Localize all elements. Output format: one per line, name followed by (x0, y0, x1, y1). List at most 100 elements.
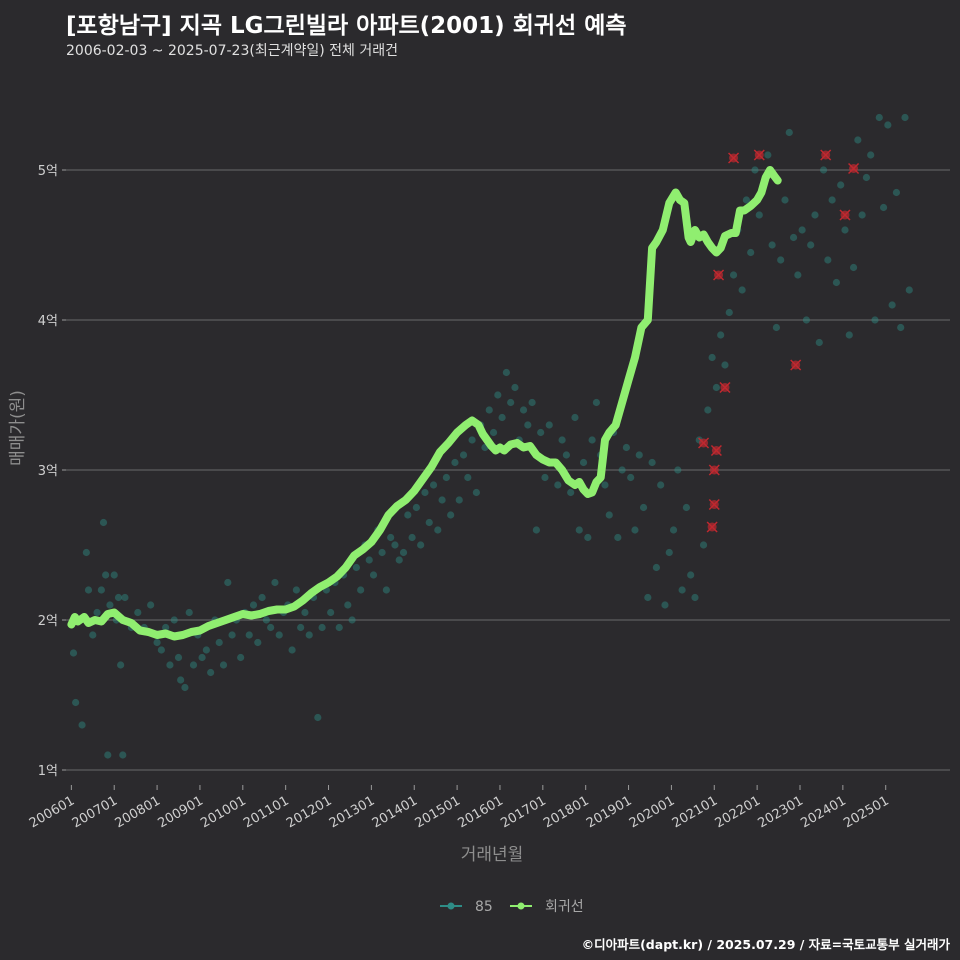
scatter-point (421, 488, 429, 497)
scatter-point (224, 578, 232, 587)
x-tick-label: 200901 (155, 793, 205, 831)
scatter-point (884, 121, 892, 129)
scatter-point (849, 263, 858, 272)
scatter-point (875, 113, 883, 122)
highlight-marker (820, 149, 832, 161)
scatter-point (738, 286, 746, 294)
x-tick-label: 200801 (113, 793, 163, 831)
x-tick-label: 201101 (241, 793, 291, 831)
scatter-point (622, 443, 631, 452)
scatter-point (314, 713, 322, 722)
scatter-point (867, 151, 875, 159)
y-tick-label: 2억 (38, 614, 58, 629)
scatter-point (639, 503, 648, 512)
scatter-point (777, 256, 785, 264)
x-tick-label: 202301 (755, 793, 805, 831)
scatter-point (348, 616, 356, 624)
scatter-point (592, 398, 601, 407)
scatter-point (442, 473, 450, 482)
x-tick-label: 201701 (498, 793, 548, 831)
scatter-point (841, 226, 849, 234)
scatter-point (69, 649, 78, 657)
scatter-point (72, 698, 80, 707)
scatter-point (562, 451, 570, 459)
scatter-point (447, 511, 455, 519)
scatter-point (858, 211, 866, 219)
scatter-point (258, 593, 266, 602)
scatter-point (511, 383, 519, 392)
legend: 85 회귀선 (440, 899, 584, 915)
scatter-point (571, 413, 579, 422)
highlight-marker (706, 521, 718, 533)
scatter-point (327, 608, 335, 617)
scatter-point (541, 473, 549, 482)
scatter-point (605, 511, 613, 519)
scatter-point (84, 586, 93, 594)
scatter-point (721, 361, 729, 369)
scatter-point (789, 233, 798, 242)
scatter-point (399, 548, 408, 557)
scatter-point (219, 661, 228, 669)
scatter-point (545, 421, 553, 429)
scatter-point (166, 661, 174, 669)
scatter-point (729, 271, 738, 279)
scatter-point (558, 436, 566, 444)
scatter-point (174, 653, 183, 662)
scatter-point (102, 571, 110, 579)
scatter-point (89, 631, 97, 639)
scatter-point (121, 593, 129, 602)
scatter-point (661, 601, 669, 609)
scatter-point (862, 173, 871, 182)
scatter-point (824, 256, 832, 264)
scatter-point (434, 526, 442, 534)
scatter-point (665, 548, 673, 557)
scatter-point (271, 578, 279, 587)
scatter-point (879, 203, 888, 212)
scatter-point (352, 563, 360, 572)
x-tick-label: 202401 (798, 793, 848, 831)
chart-title: [포항남구] 지곡 LG그린빌라 아파트(2001) 회귀선 예측 (66, 13, 627, 39)
legend-label-85: 85 (475, 899, 493, 915)
highlight-marker (713, 269, 725, 281)
scatter-point (382, 586, 390, 594)
scatter-point (489, 428, 498, 437)
scatter-point (781, 196, 789, 204)
scatter-point (532, 526, 540, 534)
scatter-point (635, 451, 643, 459)
x-tick-label: 201301 (327, 793, 377, 831)
scatter-point (802, 316, 811, 324)
scatter-point (189, 661, 198, 669)
scatter-point (669, 526, 678, 534)
x-tick-label: 201201 (284, 793, 334, 831)
scatter-point (78, 721, 86, 729)
footer-credit: ©디아파트(dapt.kr) / 2025.07.29 / 자료=국토교통부 실… (581, 937, 950, 952)
scatter-point (747, 248, 755, 257)
scatter-point (498, 413, 506, 422)
scatter-point (772, 323, 781, 332)
scatter-point (785, 128, 793, 137)
scatter-point (249, 601, 258, 609)
scatter-point (687, 571, 695, 579)
scatter-point (93, 608, 101, 617)
scatter-point (837, 181, 845, 189)
highlight-marker (708, 498, 720, 511)
scatter-point (301, 608, 309, 617)
scatter-point (335, 623, 343, 632)
scatter-point (425, 518, 433, 527)
scatter-point (207, 668, 215, 677)
legend-key-trend-dot (517, 902, 525, 910)
x-tick-label: 200701 (70, 793, 120, 831)
x-tick-label: 202101 (670, 793, 720, 831)
scatter-point (369, 571, 378, 579)
scatter-point (357, 586, 365, 594)
scatter-point (267, 623, 275, 632)
scatter-point (254, 638, 262, 647)
y-tick-label: 1억 (38, 764, 58, 779)
scatter-point (699, 541, 708, 549)
scatter-point (807, 241, 815, 249)
scatter-point (588, 436, 596, 444)
scatter-point (648, 458, 656, 467)
scatter-point (114, 593, 123, 602)
scatter-point (117, 661, 125, 669)
scatter-point (691, 593, 699, 602)
